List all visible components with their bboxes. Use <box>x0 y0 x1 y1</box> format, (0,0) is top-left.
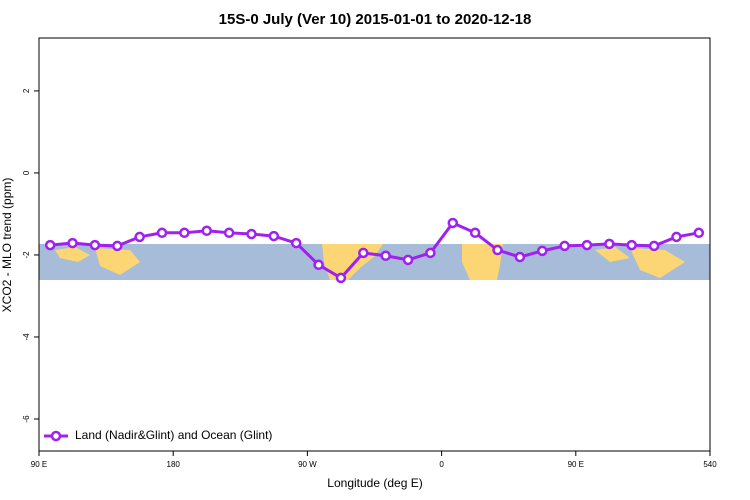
point <box>514 251 526 263</box>
plot-frame <box>38 37 711 452</box>
x-tick-label: 90 E <box>31 460 47 469</box>
point <box>693 227 705 239</box>
point <box>604 238 615 250</box>
y-tick-label: 2 <box>22 88 31 93</box>
point <box>268 230 280 242</box>
point <box>335 272 347 284</box>
point <box>492 244 503 256</box>
legend-label: Land (Nadir&Glint) and Ocean (Glint) <box>75 428 272 442</box>
point <box>380 250 391 262</box>
x-tick-label: 540 <box>703 460 717 469</box>
point <box>425 247 436 259</box>
point <box>156 227 168 239</box>
point <box>67 237 78 249</box>
y-tick-label: -6 <box>22 415 31 423</box>
point <box>358 247 369 259</box>
x-axis-label: Longitude (deg E) <box>327 476 422 490</box>
point <box>537 245 548 257</box>
point <box>201 225 212 237</box>
legend-marker <box>50 430 62 442</box>
x-tick-label: 90 E <box>568 460 584 469</box>
point <box>648 240 660 252</box>
chart-title: 15S-0 July (Ver 10) 2015-01-01 to 2020-1… <box>219 11 532 28</box>
point <box>469 227 481 239</box>
point <box>626 239 637 251</box>
point <box>246 228 257 240</box>
y-tick-label: 0 <box>22 170 31 175</box>
y-axis-label: XCO2 - MLO trend (ppm) <box>0 178 14 313</box>
land-shapes <box>55 244 685 280</box>
point <box>112 240 123 252</box>
point <box>402 254 414 266</box>
point <box>44 239 56 251</box>
point <box>559 240 570 252</box>
point <box>89 239 101 251</box>
point <box>447 217 459 229</box>
y-tick-label: -2 <box>22 251 31 259</box>
point <box>671 231 682 243</box>
x-tick-label: 90 W <box>298 460 317 469</box>
point <box>179 227 190 239</box>
point <box>581 239 593 251</box>
point <box>290 237 302 249</box>
x-tick-label: 0 <box>439 460 444 469</box>
point <box>223 227 235 239</box>
y-tick-label: -4 <box>22 333 31 341</box>
x-tick-label: 180 <box>167 460 181 469</box>
point <box>313 259 324 271</box>
point <box>134 231 145 243</box>
